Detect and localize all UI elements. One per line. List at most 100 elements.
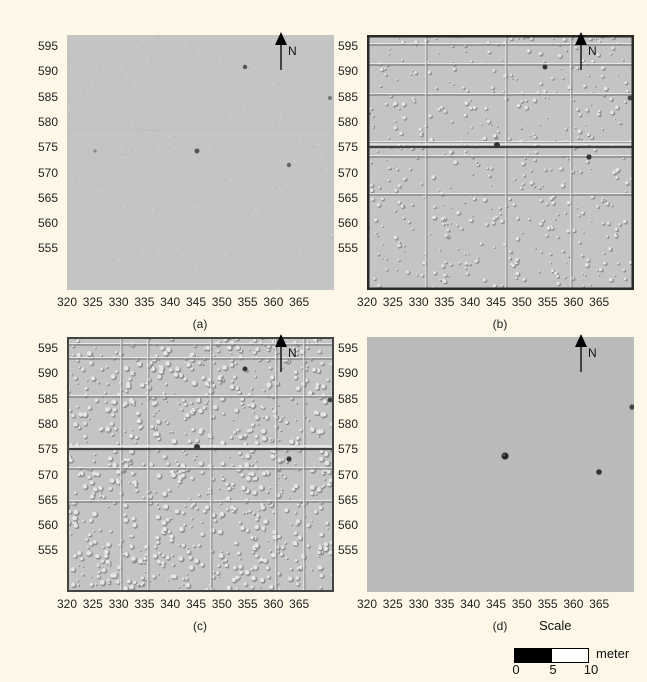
y-tick-label: 595 (37, 341, 58, 355)
x-tick-label: 335 (134, 597, 155, 611)
y-tick-label: 560 (37, 216, 58, 231)
x-tick-label: 345 (185, 597, 207, 611)
x-tick-label: 355 (537, 597, 558, 611)
y-tick-label: 585 (337, 391, 358, 406)
north-arrow-icon (575, 32, 587, 70)
x-tick-label: 365 (589, 295, 610, 309)
x-tick-label: 320 (56, 597, 78, 611)
y-tick-label: 580 (37, 416, 58, 431)
x-tick-label: 330 (108, 295, 129, 309)
x-tick-label: 345 (485, 295, 507, 309)
y-tick-label: 555 (337, 241, 358, 256)
x-tick-label: 320 (356, 597, 378, 611)
x-tick-label: 340 (460, 597, 481, 611)
panel-caption-c: (c) (193, 619, 207, 633)
y-tick-label: 560 (337, 518, 358, 533)
y-tick-label: 565 (37, 492, 58, 507)
y-tick-label: 585 (337, 89, 358, 104)
x-tick-label: 330 (408, 295, 429, 309)
x-tick-label: 365 (289, 597, 310, 611)
x-tick-label: 330 (408, 597, 429, 611)
map-image-c (67, 337, 334, 592)
panel-caption-d: (d) (492, 619, 508, 633)
y-tick-label: 585 (37, 391, 58, 406)
panel-caption-b: (b) (492, 317, 508, 331)
scale-bar: Scale meter 0 5 10 (512, 618, 632, 678)
x-tick-label: 320 (56, 295, 78, 309)
y-tick-label: 590 (37, 64, 58, 79)
north-label: N (588, 44, 597, 58)
x-tick-label: 325 (82, 295, 103, 309)
scale-bar-graphic (514, 648, 589, 663)
scale-tick-5: 5 (549, 662, 557, 677)
x-tick-label: 325 (82, 597, 103, 611)
north-arrow-icon (275, 32, 287, 70)
y-tick-label: 575 (37, 140, 58, 155)
y-tick-label: 590 (37, 366, 58, 381)
x-tick-label: 345 (485, 597, 507, 611)
y-tick-label: 565 (37, 190, 58, 205)
map-image-b (367, 35, 634, 290)
x-tick-label: 355 (237, 295, 258, 309)
x-tick-label: 350 (511, 295, 532, 309)
y-tick-label: 565 (337, 190, 358, 205)
y-tick-label: 595 (37, 39, 58, 53)
y-tick-label: 555 (337, 543, 358, 558)
x-tick-label: 355 (537, 295, 558, 309)
north-arrow-d: N (575, 334, 605, 374)
y-tick-label: 595 (337, 39, 358, 53)
x-tick-label: 325 (382, 597, 403, 611)
y-tick-label: 570 (37, 165, 58, 180)
y-tick-label: 570 (337, 467, 358, 482)
x-tick-label: 340 (160, 597, 181, 611)
y-tick-label: 570 (337, 165, 358, 180)
x-tick-label: 340 (460, 295, 481, 309)
x-tick-label: 345 (185, 295, 207, 309)
y-tick-label: 555 (37, 543, 58, 558)
x-tick-label: 335 (134, 295, 155, 309)
x-tick-label: 350 (511, 597, 532, 611)
scale-unit: meter (596, 646, 630, 661)
y-tick-label: 595 (337, 341, 358, 355)
north-arrow-icon (575, 334, 587, 372)
x-tick-label: 320 (356, 295, 378, 309)
x-tick-label: 360 (563, 597, 584, 611)
map-image-a (67, 35, 334, 290)
y-tick-label: 570 (37, 467, 58, 482)
x-tick-label: 335 (434, 597, 455, 611)
scale-title: Scale (539, 618, 572, 633)
x-tick-label: 360 (263, 295, 284, 309)
north-label: N (288, 346, 297, 360)
x-tick-label: 335 (434, 295, 455, 309)
north-arrow-b: N (575, 32, 605, 72)
x-tick-label: 365 (289, 295, 310, 309)
scale-tick-10: 10 (583, 662, 599, 677)
x-tick-label: 350 (211, 597, 232, 611)
north-label: N (288, 44, 297, 58)
north-arrow-icon (275, 334, 287, 372)
y-tick-label: 560 (37, 518, 58, 533)
y-tick-label: 580 (337, 416, 358, 431)
y-tick-label: 580 (337, 114, 358, 129)
x-tick-label: 360 (563, 295, 584, 309)
map-image-d (367, 337, 634, 592)
y-tick-label: 590 (337, 64, 358, 79)
north-arrow-a: N (275, 32, 305, 72)
panel-caption-a: (a) (192, 317, 208, 331)
x-tick-label: 325 (382, 295, 403, 309)
north-label: N (588, 346, 597, 360)
x-tick-label: 365 (589, 597, 610, 611)
scale-tick-0: 0 (512, 662, 520, 677)
y-tick-label: 560 (337, 216, 358, 231)
y-tick-label: 580 (37, 114, 58, 129)
x-tick-label: 360 (263, 597, 284, 611)
y-tick-label: 575 (337, 140, 358, 155)
y-tick-label: 555 (37, 241, 58, 256)
y-tick-label: 575 (337, 442, 358, 457)
y-tick-label: 565 (337, 492, 358, 507)
y-tick-label: 585 (37, 89, 58, 104)
x-tick-label: 340 (160, 295, 181, 309)
x-tick-label: 355 (237, 597, 258, 611)
north-arrow-c: N (275, 334, 305, 374)
